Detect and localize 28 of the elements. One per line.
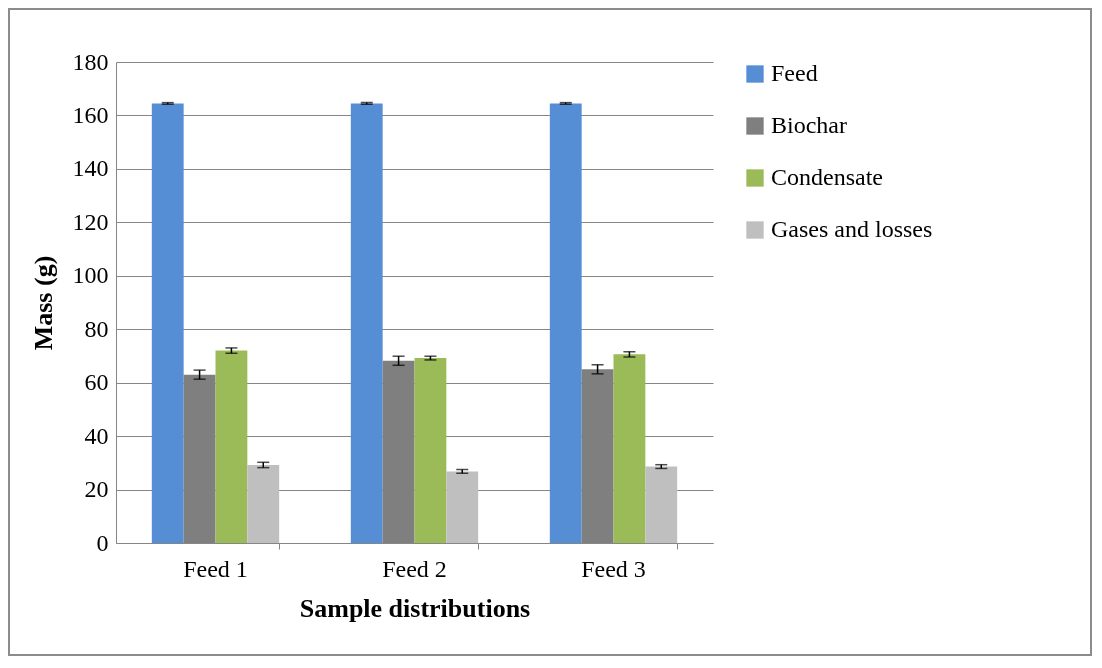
y-tick-label: 160 bbox=[72, 101, 109, 128]
y-tick-label: 0 bbox=[96, 529, 109, 556]
legend-label: Biochar bbox=[771, 112, 847, 138]
bar bbox=[645, 466, 678, 543]
bar bbox=[446, 471, 479, 543]
x-tick-label: Feed 1 bbox=[183, 555, 248, 582]
bar bbox=[414, 358, 447, 543]
x-axis-title: Sample distributions bbox=[299, 593, 531, 623]
x-tick-label: Feed 3 bbox=[581, 555, 646, 582]
legend-label: Feed bbox=[771, 60, 818, 86]
legend-label: Gases and losses bbox=[771, 216, 933, 242]
bar bbox=[350, 103, 383, 543]
x-tick-label: Feed 2 bbox=[382, 555, 447, 582]
y-tick-label: 40 bbox=[84, 422, 109, 449]
y-tick-label: 180 bbox=[72, 48, 109, 75]
y-tick-label: 60 bbox=[84, 369, 109, 396]
bar bbox=[247, 464, 280, 543]
legend-label: Condensate bbox=[771, 164, 883, 190]
y-axis-title: Mass (g) bbox=[28, 255, 58, 351]
bar bbox=[613, 354, 646, 543]
bar bbox=[151, 103, 184, 543]
y-tick-label: 120 bbox=[72, 208, 109, 235]
y-tick-label: 100 bbox=[72, 262, 109, 289]
y-tick-label: 140 bbox=[72, 155, 109, 182]
y-tick-label: 80 bbox=[84, 315, 109, 342]
y-tick-label: 20 bbox=[84, 476, 109, 503]
bar bbox=[215, 350, 248, 543]
bar bbox=[549, 103, 582, 543]
